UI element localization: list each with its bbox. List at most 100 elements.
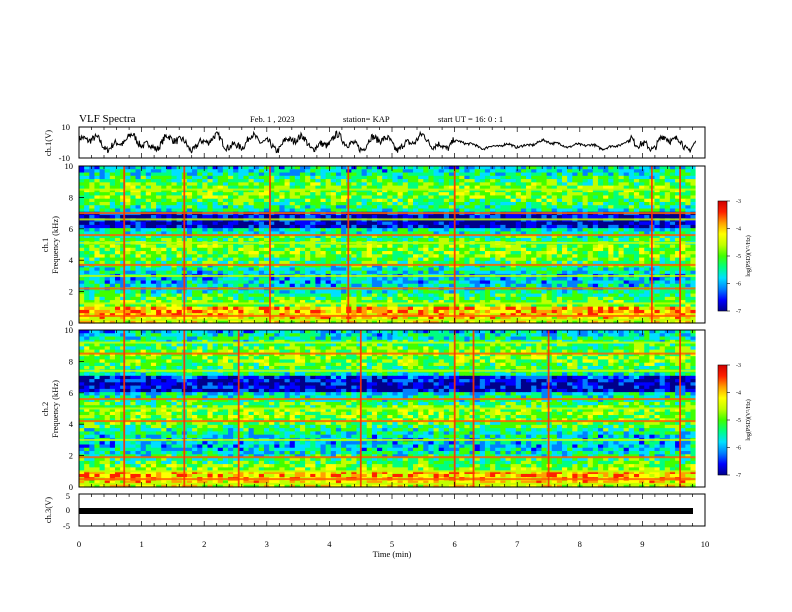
ch1-spec-ytick: 4 xyxy=(69,255,74,265)
ch1-ytick-top: 10 xyxy=(62,122,71,132)
ch1-spectrogram-panel: ch.1 Frequency (kHz) 10 8 6 4 2 0 -3 -4 -5 -6 -7 … xyxy=(40,161,752,328)
band-line xyxy=(79,314,696,317)
ch2-spectrogram xyxy=(79,330,705,488)
ch1-ylabel: ch.1(V) xyxy=(43,130,53,156)
ch2-spec-ytick: 2 xyxy=(69,451,73,461)
ch2-spec-ylabel-freq: Frequency (kHz) xyxy=(50,380,60,438)
date-label: Feb. 1 , 2023 xyxy=(250,114,295,124)
band-line xyxy=(79,456,696,459)
band-line xyxy=(79,287,696,290)
figure-title: VLF Spectra xyxy=(79,113,136,125)
impulse-line xyxy=(679,330,681,487)
band-line xyxy=(79,263,696,266)
ch1-waveform-trace xyxy=(78,130,697,154)
time-axis-tick-label: 2 xyxy=(202,539,206,549)
ch1-waveform-panel: 10 -10 ch.1(V) xyxy=(43,122,706,163)
band-line xyxy=(79,482,696,485)
impulse-line xyxy=(453,166,456,323)
ch2-colorbar-tick: -4 xyxy=(736,391,741,397)
band-line xyxy=(79,318,696,321)
impulse-line xyxy=(183,330,186,487)
ch2-spec-ytick: 0 xyxy=(69,482,73,492)
band-line xyxy=(79,420,696,423)
band-line xyxy=(79,341,696,344)
impulse-line xyxy=(547,330,550,487)
ch2-spec-ytick: 6 xyxy=(69,388,73,398)
time-axis-tick-label: 4 xyxy=(327,539,332,549)
band-line xyxy=(79,352,696,355)
ch1-spec-ytick: 8 xyxy=(69,192,73,202)
time-axis-tick-label: 7 xyxy=(515,539,519,549)
time-axis-labels: 0 1 2 3 4 5 6 7 8 9 10 xyxy=(77,539,709,549)
time-axis-tick-label: 9 xyxy=(640,539,644,549)
ch1-spec-ytick: 0 xyxy=(69,318,73,328)
band-line xyxy=(79,398,696,401)
impulse-line xyxy=(651,166,653,323)
band-line xyxy=(79,218,696,221)
time-axis-tick-label: 3 xyxy=(265,539,269,549)
time-axis-tick-label: 6 xyxy=(452,539,456,549)
band-line xyxy=(79,188,696,191)
band-line xyxy=(79,478,696,481)
band-line xyxy=(79,274,696,277)
ch2-spectrogram-panel: ch.2 Frequency (kHz) 10 8 6 4 2 0 -3 -4 -5 -6 -7 … xyxy=(40,325,752,492)
ch2-spec-ylabel-channel: ch.2 xyxy=(40,402,50,416)
ch1-spec-ytick: 6 xyxy=(69,224,73,234)
ch2-spec-ytick: 10 xyxy=(65,325,74,335)
band-line xyxy=(79,470,696,473)
ch1-colorbar-tick: -4 xyxy=(736,227,741,233)
impulse-line xyxy=(123,330,126,487)
ch3-ytick-top: 5 xyxy=(66,491,70,501)
impulse-line xyxy=(359,330,362,487)
ch1-colorbar-tick: -3 xyxy=(736,199,741,205)
impulse-line xyxy=(453,330,456,487)
impulse-line xyxy=(123,166,126,323)
time-axis-tick-label: 0 xyxy=(77,539,81,549)
band-line xyxy=(79,241,696,244)
impulse-line xyxy=(679,166,681,323)
time-axis-tick-label: 10 xyxy=(701,539,710,549)
band-line xyxy=(79,234,696,237)
ch3-ylabel: ch.3(V) xyxy=(43,497,53,523)
band-line xyxy=(79,407,696,410)
ch3-waveform-panel: 5 0 -5 ch.3(V) xyxy=(43,491,706,531)
band-line xyxy=(79,369,696,372)
impulse-line xyxy=(237,330,240,487)
time-axis-label: Time (min) xyxy=(373,549,412,559)
station-label: station= KAP xyxy=(343,114,390,124)
time-axis-ticks xyxy=(78,127,706,526)
ch1-colorbar-tick: -6 xyxy=(736,282,741,288)
time-axis-tick-label: 8 xyxy=(578,539,582,549)
start-time-label: start UT = 16: 0 : 1 xyxy=(438,114,503,124)
impulse-line xyxy=(183,166,186,323)
ch3-ytick-mid: 0 xyxy=(66,505,70,515)
impulse-line xyxy=(472,330,475,487)
ch1-spec-ytick: 10 xyxy=(65,161,74,171)
impulse-line xyxy=(269,166,271,323)
impulse-line xyxy=(347,166,350,323)
ch2-colorbar: -3 -4 -5 -6 -7 log(PSD)(V²/Hz) xyxy=(717,363,752,479)
ch3-ytick-bottom: -5 xyxy=(63,521,70,531)
ch2-spec-ytick: 4 xyxy=(69,419,74,429)
band-line xyxy=(79,302,696,305)
ch1-colorbar-tick: -7 xyxy=(736,309,741,315)
ch2-colorbar-tick: -5 xyxy=(736,418,741,424)
ch2-colorbar-tick: -7 xyxy=(736,473,741,479)
ch3-waveform-trace xyxy=(79,508,693,514)
band-line xyxy=(79,212,696,215)
ch1-spec-ylabel-channel: ch.1 xyxy=(40,238,50,252)
band-line xyxy=(79,438,696,441)
ch2-colorbar-label: log(PSD)(V²/Hz) xyxy=(745,399,752,440)
time-axis-tick-label: 1 xyxy=(139,539,143,549)
ch1-ytick-bottom: -10 xyxy=(59,153,70,163)
ch1-spec-ylabel-freq: Frequency (kHz) xyxy=(50,216,60,274)
ch1-colorbar-label: log(PSD)(V²/Hz) xyxy=(745,235,752,276)
ch1-spec-ytick: 2 xyxy=(69,287,73,297)
time-axis-tick-label: 5 xyxy=(390,539,394,549)
ch1-spectrogram xyxy=(79,166,705,324)
ch1-spec-yticks: 10 8 6 4 2 0 xyxy=(65,161,84,328)
ch2-colorbar-tick: -6 xyxy=(736,446,741,452)
ch1-colorbar-tick: -5 xyxy=(736,254,741,260)
ch2-spec-ytick: 8 xyxy=(69,356,73,366)
